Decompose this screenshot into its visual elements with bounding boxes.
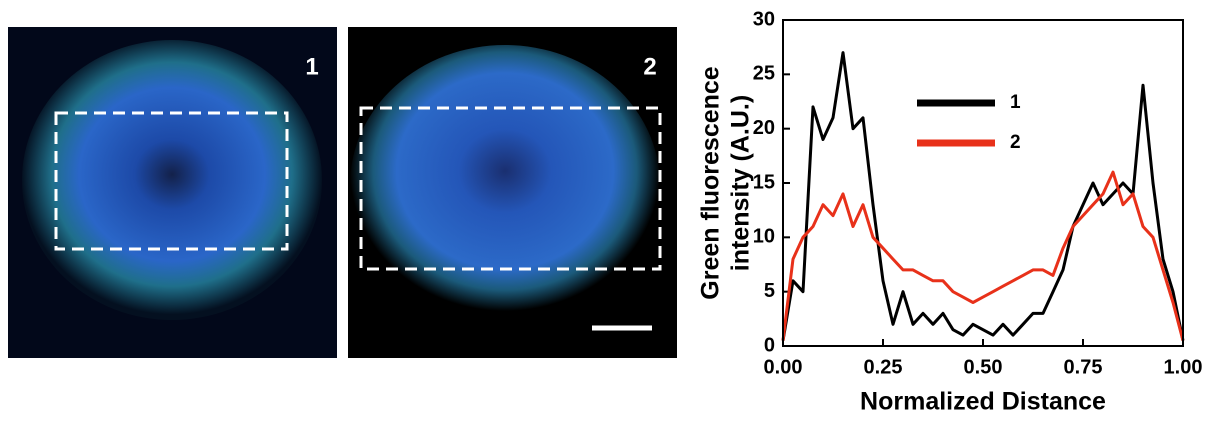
y-axis-label: Green fluorescence <box>697 66 725 300</box>
image-panel: 1 <box>8 27 337 358</box>
image-panel: 2 <box>348 27 677 358</box>
x-tick-label: 0.25 <box>864 356 903 378</box>
y-tick-label: 30 <box>753 8 775 30</box>
data-line <box>781 170 1185 341</box>
y-tick-label: 20 <box>753 117 775 139</box>
legend-label: 2 <box>1010 132 1021 153</box>
y-tick-label: 10 <box>753 226 775 248</box>
y-axis-label: intensity (A.U.) <box>727 95 755 271</box>
data-line <box>781 51 1185 341</box>
chart: 0 5 10 15 20 25 30 0.00 0.25 0.50 0.75 1.00 Normaliz… <box>697 8 1203 415</box>
x-tick-label: 0.75 <box>1064 356 1103 378</box>
legend-label: 1 <box>1010 92 1021 113</box>
y-tick-label: 5 <box>764 280 775 302</box>
panel-label: 1 <box>305 53 318 80</box>
y-tick-label: 25 <box>753 63 775 85</box>
plot-frame <box>782 19 1184 347</box>
x-tick-label: 0.00 <box>764 356 803 378</box>
x-tick-label: 0.50 <box>964 356 1003 378</box>
y-tick-label: 15 <box>753 171 775 193</box>
x-axis-label: Normalized Distance <box>860 388 1106 416</box>
x-tick-label: 1.00 <box>1164 356 1203 378</box>
panel-label: 2 <box>643 53 656 80</box>
y-tick-label: 0 <box>764 334 775 356</box>
